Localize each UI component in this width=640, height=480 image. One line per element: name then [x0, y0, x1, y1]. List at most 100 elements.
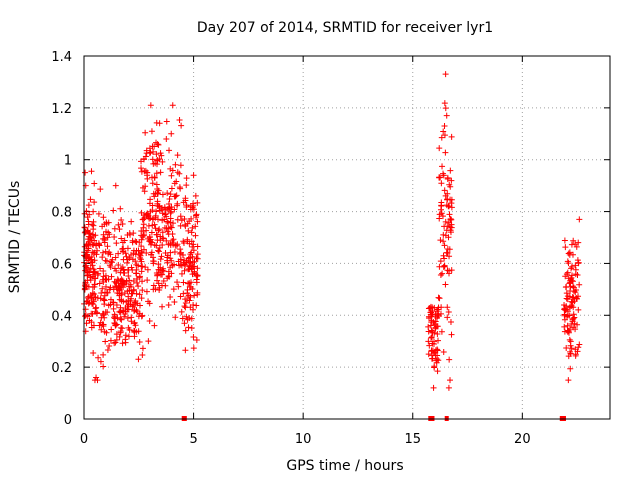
data-point: [164, 218, 171, 225]
data-point: [120, 248, 127, 255]
data-point: [163, 213, 170, 220]
data-point: [442, 192, 449, 199]
data-point: [443, 249, 450, 256]
data-point: [118, 217, 125, 224]
data-point: [100, 322, 107, 329]
data-point: [170, 220, 177, 227]
data-point: [138, 258, 145, 265]
data-point: [437, 258, 444, 265]
data-point: [113, 302, 120, 309]
data-point: [125, 333, 132, 340]
data-point: [172, 161, 179, 168]
data-point: [121, 237, 128, 244]
data-point: [124, 315, 131, 322]
data-point: [181, 320, 188, 327]
data-point: [175, 283, 182, 290]
data-point: [576, 281, 583, 288]
data-point: [145, 338, 152, 345]
data-point: [103, 228, 110, 235]
data-point: [140, 224, 147, 231]
data-point: [573, 295, 580, 302]
data-point: [153, 181, 160, 188]
data-point: [104, 347, 111, 354]
data-point: [121, 313, 128, 320]
data-point: [181, 215, 188, 222]
data-point: [104, 289, 111, 296]
data-point: [168, 257, 175, 264]
data-point: [182, 197, 189, 204]
data-point: [135, 262, 142, 269]
data-point: [176, 184, 183, 191]
data-point: [113, 279, 120, 286]
data-point: [163, 118, 170, 125]
data-point: [96, 322, 103, 329]
data-point: [447, 196, 454, 203]
data-point: [567, 338, 574, 345]
data-point: [100, 351, 107, 358]
data-point: [159, 242, 166, 249]
data-point: [132, 297, 139, 304]
data-point: [187, 258, 194, 265]
data-point: [438, 134, 445, 141]
data-point: [183, 202, 190, 209]
data-point: [101, 328, 108, 335]
data-point: [448, 331, 455, 338]
data-point: [436, 295, 443, 302]
data-point: [90, 301, 97, 308]
data-point: [159, 303, 166, 310]
data-point: [432, 325, 439, 332]
data-point: [433, 357, 440, 364]
data-point: [112, 339, 119, 346]
data-point: [568, 263, 575, 270]
data-point: [149, 239, 156, 246]
data-point: [111, 320, 118, 327]
data-point: [138, 165, 145, 172]
data-point: [153, 170, 160, 177]
data-point: [116, 333, 123, 340]
data-point: [164, 228, 171, 235]
data-point: [130, 250, 137, 257]
data-point: [146, 234, 153, 241]
data-point: [104, 309, 111, 316]
data-point: [138, 158, 145, 165]
data-point: [568, 321, 575, 328]
data-point: [568, 274, 575, 281]
data-point: [126, 277, 133, 284]
data-point: [174, 169, 181, 176]
data-point: [88, 237, 95, 244]
data-point: [440, 252, 447, 259]
data-point: [116, 226, 123, 233]
data-point: [81, 243, 88, 250]
data-point: [174, 202, 181, 209]
data-point: [191, 270, 198, 277]
data-point: [87, 196, 94, 203]
data-point: [125, 293, 132, 300]
data-point: [179, 315, 186, 322]
data-point: [149, 156, 156, 163]
plot-frame: [83, 55, 611, 420]
data-point: [124, 288, 131, 295]
data-point: [81, 224, 88, 231]
data-point: [152, 160, 159, 167]
data-point: [576, 341, 583, 348]
data-point: [434, 346, 441, 353]
data-point: [82, 282, 89, 289]
data-point: [169, 102, 176, 109]
data-point: [157, 266, 164, 273]
data-point: [567, 350, 574, 357]
data-point: [443, 112, 450, 119]
chart-title: Day 207 of 2014, SRMTID for receiver lyr…: [197, 20, 493, 36]
data-point: [157, 169, 164, 176]
data-point: [448, 267, 455, 274]
data-point: [85, 202, 92, 209]
data-point: [445, 234, 452, 241]
data-point: [442, 218, 449, 225]
data-point: [143, 288, 150, 295]
data-point: [164, 206, 171, 213]
data-point: [107, 263, 114, 270]
data-point: [129, 303, 136, 310]
data-point: [136, 302, 143, 309]
data-point: [90, 350, 97, 357]
data-point: [439, 163, 446, 170]
data-point: [570, 311, 577, 318]
